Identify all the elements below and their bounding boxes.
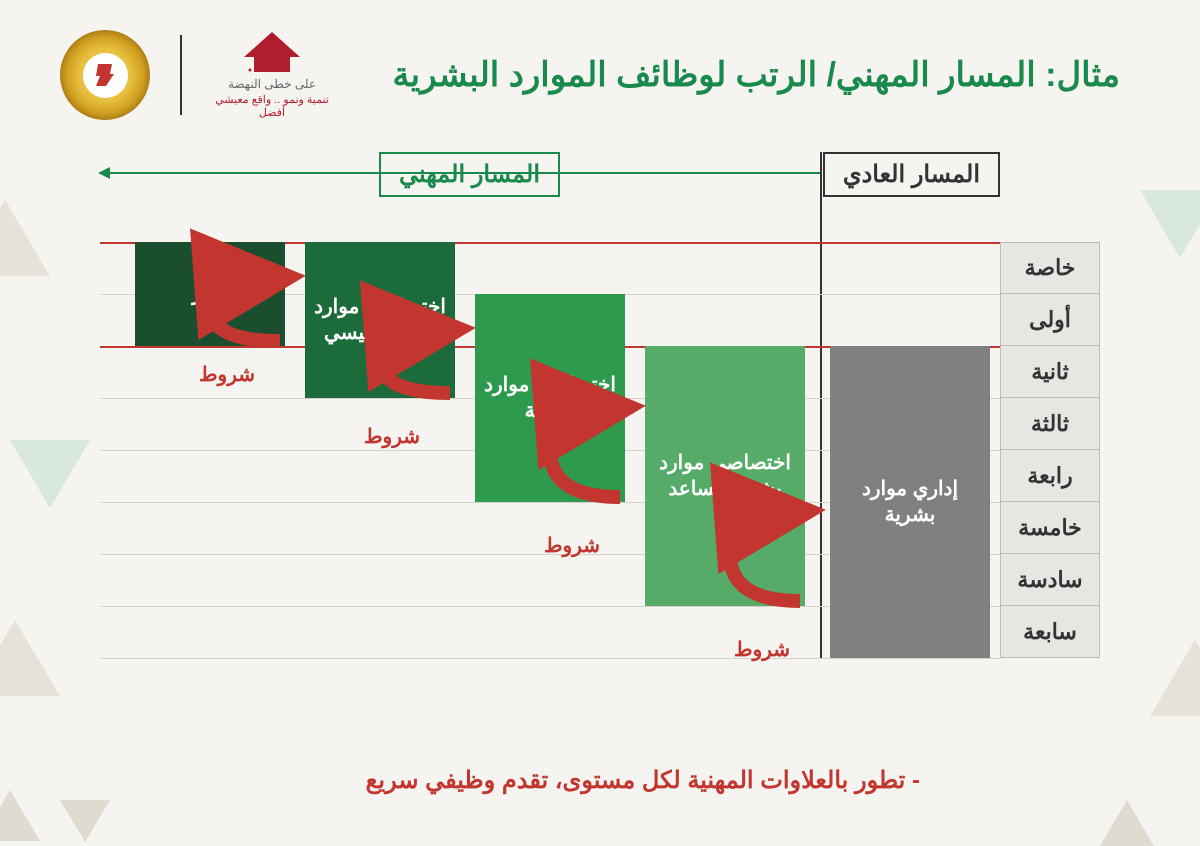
badge-map-icon — [83, 53, 128, 98]
condition-arrow — [350, 320, 460, 398]
logo-nahda: على خطى النهضة تنمية ونمو .. واقع معيشي … — [212, 32, 332, 119]
logo-line1: على خطى النهضة — [212, 77, 332, 91]
bg-triangle — [1140, 190, 1200, 258]
bg-triangle — [0, 620, 60, 696]
header-logos: على خطى النهضة تنمية ونمو .. واقع معيشي … — [60, 30, 332, 120]
house-icon — [242, 32, 302, 72]
condition-label: شروط — [734, 637, 790, 662]
rank-label: ثانية — [1000, 346, 1100, 398]
bg-triangle — [1150, 640, 1200, 716]
footer-note: - تطور بالعلاوات المهنية لكل مستوى، تقدم… — [366, 766, 920, 795]
pro-path-arrow-line — [100, 172, 820, 174]
bg-triangle — [0, 200, 50, 276]
logo-line2: تنمية ونمو .. واقع معيشي أفضل — [212, 93, 332, 119]
bg-triangle — [1100, 800, 1154, 846]
rank-label: أولى — [1000, 294, 1100, 346]
rank-label: سادسة — [1000, 554, 1100, 606]
bg-triangle — [0, 790, 40, 841]
path-label-normal: المسار العادي — [823, 152, 1000, 197]
logo-divider — [180, 35, 182, 115]
career-path-chart: المسار العادي المسار المهني خاصةأولىثاني… — [100, 200, 1100, 700]
rank-label: سابعة — [1000, 606, 1100, 658]
page-title: مثال: المسار المهني/ الرتب لوظائف الموار… — [392, 55, 1120, 95]
rank-label: ثالثة — [1000, 398, 1100, 450]
condition-arrow — [520, 398, 630, 502]
condition-label: شروط — [199, 362, 255, 387]
condition-arrow — [700, 502, 810, 606]
condition-label: شروط — [364, 424, 420, 449]
rank-label: خاصة — [1000, 242, 1100, 294]
rank-label: رابعة — [1000, 450, 1100, 502]
path-separator — [820, 152, 822, 658]
rank-labels-column: خاصةأولىثانيةثالثةرابعةخامسةسادسةسابعة — [1000, 242, 1100, 658]
path-label-professional: المسار المهني — [379, 152, 560, 197]
gridline — [100, 658, 1000, 659]
career-bar: إداري موارد بشرية — [830, 346, 990, 658]
bg-triangle — [10, 440, 90, 508]
condition-label: شروط — [544, 533, 600, 558]
condition-arrow — [180, 268, 290, 346]
bg-triangle — [60, 800, 110, 842]
logo-civil-service-badge — [60, 30, 150, 120]
rank-label: خامسة — [1000, 502, 1100, 554]
